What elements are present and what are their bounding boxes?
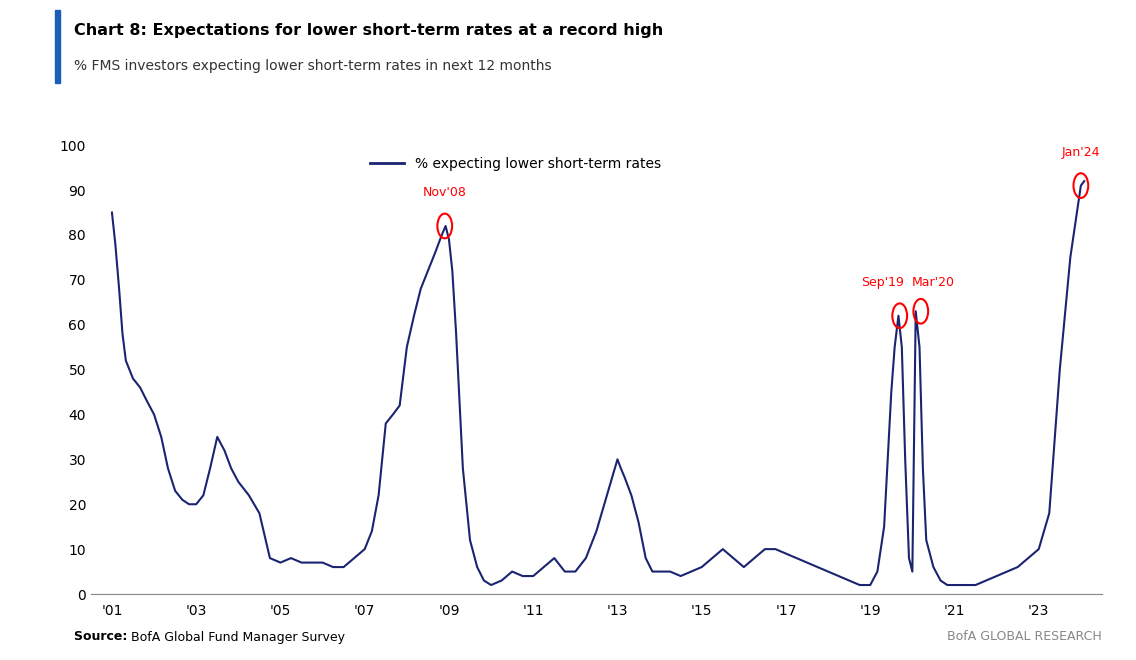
Text: Chart 8: Expectations for lower short-term rates at a record high: Chart 8: Expectations for lower short-te… [74,23,663,38]
Text: BofA Global Fund Manager Survey: BofA Global Fund Manager Survey [131,630,344,644]
Text: Source:: Source: [74,630,132,644]
Legend: % expecting lower short-term rates: % expecting lower short-term rates [369,156,661,171]
Text: Mar'20: Mar'20 [912,276,955,289]
Text: BofA GLOBAL RESEARCH: BofA GLOBAL RESEARCH [947,630,1102,644]
Text: Nov'08: Nov'08 [423,186,467,199]
Text: % FMS investors expecting lower short-term rates in next 12 months: % FMS investors expecting lower short-te… [74,59,551,73]
Text: Sep'19: Sep'19 [861,276,904,289]
Text: Jan'24: Jan'24 [1062,146,1100,158]
